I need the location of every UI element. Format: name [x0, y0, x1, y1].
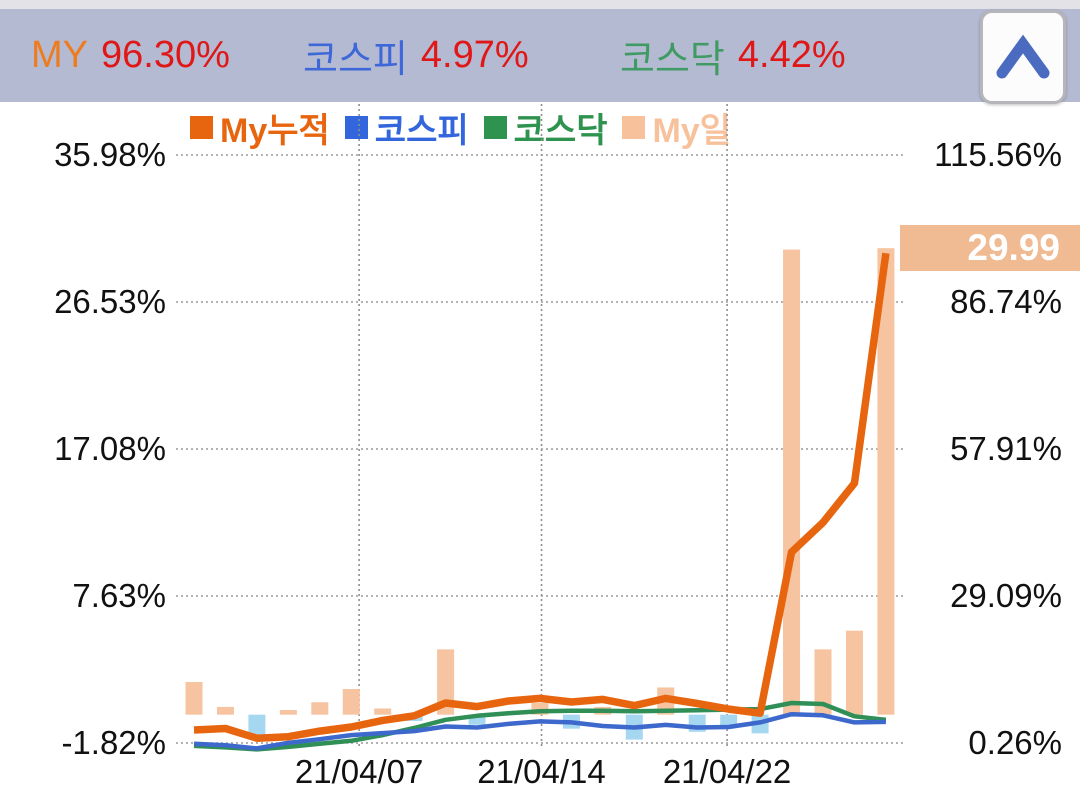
line-series-코스피 [193, 711, 886, 751]
left-axis-label-1: 26.53% [54, 283, 166, 320]
left-axis-label-4: -1.82% [61, 724, 166, 761]
kosdaq-label: 코스닥 [620, 39, 725, 81]
left-axis-label-0: 35.98% [54, 136, 166, 173]
top-strip [0, 0, 1080, 9]
kospi-label: 코스피 [303, 39, 408, 81]
chevron-up-icon [996, 34, 1050, 79]
x-tick-label-0: 21/04/07 [295, 753, 423, 790]
kosdaq-summary: 코스닥 4.42% [620, 9, 846, 102]
daily-bar-8 [437, 649, 455, 715]
right-axis-label-2: 57.91% [950, 430, 1062, 467]
x-tick-label-1: 21/04/14 [477, 753, 605, 790]
legend-item-kospi[interactable]: 코스피 [344, 103, 469, 152]
scroll-top-button[interactable] [980, 10, 1066, 104]
daily-bar-9 [468, 714, 486, 725]
kosdaq-value: 4.42% [737, 34, 846, 76]
kospi-summary: 코스피 4.97% [303, 9, 529, 102]
line-series-My누적 [193, 252, 890, 742]
kospi-value: 4.97% [420, 34, 529, 76]
x-tick-label-2: 21/04/22 [663, 753, 791, 790]
my-summary: MY 96.30% [31, 9, 230, 102]
legend-swatch-my-cumulative [190, 116, 213, 139]
daily-bar-19 [783, 249, 801, 715]
daily-bar-21 [845, 630, 863, 715]
left-axis-label-2: 17.08% [54, 430, 166, 467]
my-value: 96.30% [101, 34, 230, 76]
legend-label-kosdaq: 코스닥 [513, 112, 608, 150]
daily-bar-20 [814, 649, 832, 715]
legend-swatch-my-daily [622, 116, 646, 139]
daily-bar-3 [279, 710, 297, 715]
legend-item-kosdaq[interactable]: 코스닥 [483, 103, 608, 152]
legend-label-kospi: 코스피 [374, 112, 469, 150]
daily-bar-4 [311, 702, 329, 715]
legend-swatch-kosdaq [483, 116, 507, 139]
right-axis-label-0: 115.56% [934, 136, 1062, 173]
right-axis-label-1: 86.74% [950, 283, 1062, 320]
summary-header: MY 96.30% 코스피 4.97% 코스닥 4.42% [0, 9, 1080, 102]
right-axis-label-3: 29.09% [950, 577, 1062, 614]
my-label: MY [31, 34, 88, 76]
right-axis-label-4: 0.26% [968, 724, 1062, 761]
daily-bar-22 [877, 248, 895, 715]
legend-swatch-kospi [344, 116, 368, 139]
legend-label-my-cumulative: My누적 [220, 112, 330, 150]
latest-daily-value-badge: 29.99 [900, 225, 1080, 272]
legend-item-my-daily[interactable]: My일 [622, 103, 731, 152]
left-axis-label-3: 7.63% [72, 577, 166, 614]
daily-bar-0 [185, 682, 203, 715]
daily-bar-5 [342, 689, 360, 715]
daily-bar-6 [374, 708, 392, 715]
line-series-코스닥 [193, 700, 887, 752]
legend-label-my-daily: My일 [652, 112, 731, 150]
daily-bar-11 [531, 703, 549, 715]
chart-legend: My누적 코스피 코스닥 My일 [190, 103, 731, 152]
daily-bar-1 [216, 706, 234, 715]
legend-item-my-cumulative[interactable]: My누적 [190, 103, 330, 152]
